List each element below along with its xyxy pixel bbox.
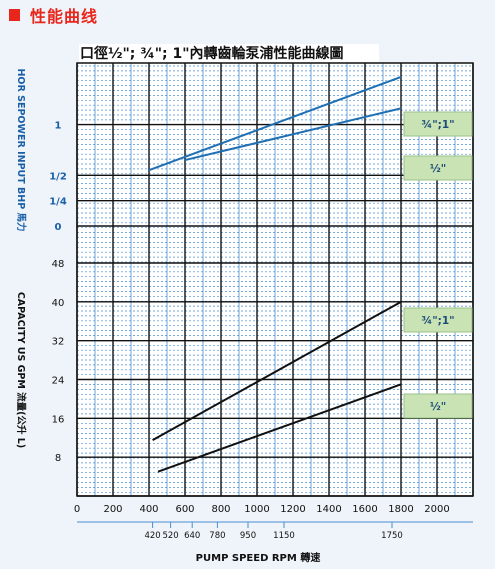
- capacity-legend-label-box: [403, 393, 473, 419]
- hp-legend-label: ¾";1": [421, 119, 454, 131]
- hp-tick-label: 1: [55, 121, 62, 132]
- x-tick-label: 2000: [424, 504, 449, 515]
- header: 性能曲线: [9, 4, 98, 26]
- x-sub-tick-label: 1750: [381, 531, 403, 541]
- plot-border: [76, 62, 474, 497]
- capacity-legend-label-box: [403, 307, 473, 333]
- hp-tick-label: 0: [55, 222, 62, 233]
- x-tick-label: 400: [139, 504, 158, 515]
- capacity-series-line: [157, 383, 402, 473]
- hp-legend-label-box: [403, 155, 473, 181]
- x-sub-tick-label: 780: [209, 531, 225, 541]
- hp-axis-label: HOR SEPOWER INPUT BHP 馬力: [15, 68, 27, 231]
- x-tick-label: 0: [74, 504, 80, 515]
- x-sub-tick-label: 950: [240, 531, 256, 541]
- hp-tick-label: 1/4: [49, 197, 67, 208]
- capacity-tick-label: 24: [52, 376, 65, 387]
- hp-series-line: [184, 107, 402, 162]
- capacity-tick-label: 16: [52, 414, 65, 425]
- x-tick-label: 200: [103, 504, 122, 515]
- header-accent-square: [9, 9, 20, 21]
- capacity-axis-label: CAPACITY US GPM 流量(公升 L): [15, 292, 27, 448]
- capacity-series-line: [152, 300, 402, 442]
- x-axis-label: PUMP SPEED RPM 轉速: [196, 551, 321, 564]
- x-tick-label: 1200: [280, 504, 305, 515]
- capacity-tick-label: 48: [52, 259, 65, 270]
- x-tick-label: 1000: [244, 504, 269, 515]
- x-sub-tick-label: 1150: [273, 531, 295, 541]
- x-tick-label: 1600: [352, 504, 377, 515]
- capacity-legend-label: ¾";1": [421, 315, 454, 327]
- chart-title: 口徑½"; ¾"; 1"內轉齒輪泵浦性能曲線圖: [80, 45, 344, 62]
- hp-legend-label: ½": [430, 163, 446, 175]
- x-sub-tick-label: 640: [184, 531, 200, 541]
- capacity-tick-label: 32: [52, 337, 65, 348]
- capacity-legend-label: ½": [430, 401, 446, 413]
- x-tick-label: 1400: [316, 504, 341, 515]
- hp-series-line: [148, 75, 402, 172]
- capacity-tick-label: 40: [52, 298, 65, 309]
- hp-tick-label: 1/2: [49, 171, 67, 182]
- hp-legend-label-box: [403, 111, 473, 137]
- header-title: 性能曲线: [30, 7, 99, 26]
- x-tick-label: 1800: [388, 504, 413, 515]
- x-tick-label: 600: [175, 504, 194, 515]
- chart-title-bg: [79, 44, 379, 62]
- x-sub-tick-label: 420: [144, 531, 160, 541]
- x-sub-tick-label: 520: [162, 531, 178, 541]
- x-tick-label: 800: [211, 504, 230, 515]
- capacity-tick-label: 8: [55, 453, 61, 464]
